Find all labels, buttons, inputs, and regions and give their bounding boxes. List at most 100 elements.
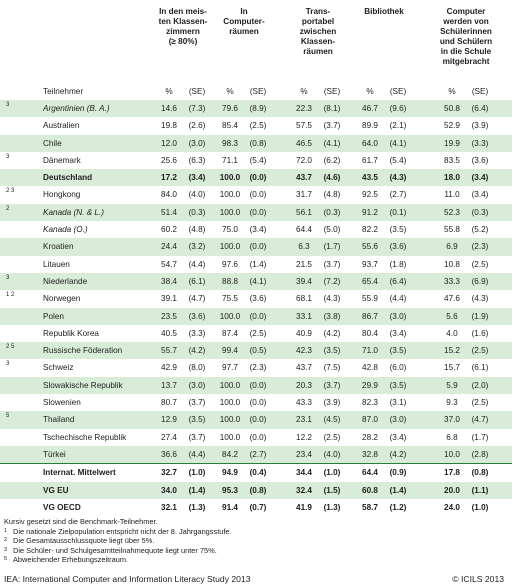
percent-cell: 65.4	[362, 276, 378, 286]
column-header-2: In Computer-räumen	[223, 7, 265, 36]
percent-cell: 43.3	[296, 398, 312, 408]
percent-cell: 11.0	[444, 190, 460, 200]
percent-cell: 97.6	[222, 259, 238, 269]
participant-name: Türkei	[43, 449, 66, 459]
table-row: Australien 19.8 (2.6) 85.4 (2.5) 57.5 (3.7) 89.…	[0, 117, 512, 134]
table-row: Kroatien 24.4 (3.2) 100.0 (0.0) 6.3 (1.7) 55.6 (…	[0, 238, 512, 256]
percent-cell: 9.3	[446, 398, 458, 408]
se-cell: (4.4)	[188, 449, 206, 459]
percent-cell: 38.4	[161, 276, 177, 286]
table-row: Türkei 36.6 (4.4) 84.2 (2.7) 23.4 (4.0) 32.8 (4.…	[0, 445, 512, 464]
participant-name: Schweiz	[43, 363, 74, 373]
percent-cell: 29.9	[362, 380, 378, 390]
se-cell: (0.8)	[249, 485, 267, 495]
percent-cell: 60.2	[161, 225, 177, 235]
percent-cell: 79.6	[222, 104, 238, 113]
se-cell: (2.0)	[471, 380, 489, 390]
se-cell: (6.1)	[471, 363, 489, 373]
percent-cell: 32.8	[362, 449, 378, 459]
se-cell: (3.3)	[471, 138, 489, 148]
pct-label-2: %	[226, 87, 234, 96]
percent-cell: 19.9	[444, 138, 460, 148]
se-cell: (0.0)	[249, 190, 267, 200]
se-cell: (6.3)	[188, 155, 206, 165]
percent-cell: 24.0	[444, 502, 460, 512]
table-row: VG OECD 32.1 (1.3) 91.4 (0.7) 41.9 (1.3) 58.7 (1…	[0, 499, 512, 516]
percent-cell: 80.7	[161, 398, 177, 408]
percent-cell: 97.7	[222, 363, 238, 373]
percent-cell: 12.9	[161, 415, 177, 425]
se-cell: (3.6)	[188, 311, 206, 321]
se-cell: (4.8)	[323, 190, 341, 200]
percent-cell: 14.6	[161, 104, 177, 113]
table-row: Slowakische Republik 13.7 (3.0) 100.0 (0.0) 2…	[0, 376, 512, 395]
se-cell: (1.2)	[389, 502, 407, 512]
percent-cell: 34.0	[161, 485, 177, 495]
se-cell: (1.4)	[389, 485, 407, 495]
percent-cell: 55.6	[362, 242, 378, 252]
se-cell: (4.3)	[323, 294, 341, 304]
percent-cell: 12.0	[161, 138, 177, 148]
percent-cell: 100.0	[219, 311, 241, 321]
percent-cell: 15.7	[444, 363, 460, 373]
se-cell: (4.5)	[323, 415, 341, 425]
column-header-3: Trans-portabel zwischen Klassen-räumen	[299, 7, 337, 56]
percent-cell: 100.0	[219, 432, 241, 442]
se-cell: (2.5)	[471, 398, 489, 408]
percent-cell: 6.3	[298, 242, 310, 252]
participant-name: Dänemark	[43, 155, 81, 165]
se-cell: (3.4)	[471, 173, 489, 183]
percent-cell: 100.0	[219, 190, 241, 200]
pct-label-3: %	[300, 87, 308, 96]
percent-cell: 39.1	[161, 294, 177, 304]
participant-name: VG OECD	[43, 502, 81, 512]
percent-cell: 57.5	[296, 121, 312, 131]
se-cell: (1.1)	[471, 485, 489, 495]
percent-cell: 22.3	[296, 104, 312, 113]
percent-cell: 60.8	[362, 485, 378, 495]
se-cell: (3.6)	[249, 294, 267, 304]
se-cell: (1.9)	[471, 311, 489, 321]
se-cell: (4.7)	[188, 294, 206, 304]
se-label-4: (SE)	[389, 87, 407, 96]
percent-cell: 58.7	[362, 502, 378, 512]
percent-cell: 50.8	[444, 104, 460, 113]
se-cell: (3.9)	[471, 121, 489, 131]
percent-cell: 42.8	[362, 363, 378, 373]
percent-cell: 64.4	[362, 468, 378, 478]
table-row: 3 Schweiz 42.9 (8.0) 97.7 (2.3) 43.7 (7.5) 42.8 (…	[0, 359, 512, 376]
percent-cell: 99.4	[222, 346, 238, 356]
se-cell: (5.4)	[389, 155, 407, 165]
percent-cell: 19.8	[161, 121, 177, 131]
pct-label-1: %	[165, 87, 173, 96]
percent-cell: 31.7	[296, 190, 312, 200]
percent-cell: 10.8	[444, 259, 460, 269]
se-cell: (3.5)	[389, 346, 407, 356]
percent-cell: 6.9	[446, 242, 458, 252]
table-row: Slowenien 80.7 (3.7) 100.0 (0.0) 43.3 (3.9) 82.…	[0, 394, 512, 411]
percent-cell: 100.0	[219, 173, 241, 183]
se-cell: (1.8)	[389, 259, 407, 269]
se-cell: (3.2)	[188, 242, 206, 252]
percent-cell: 91.2	[362, 207, 378, 217]
table-row: 5 Thailand 12.9 (3.5) 100.0 (0.0) 23.1 (4.5) 87.…	[0, 411, 512, 429]
se-cell: (0.8)	[471, 468, 489, 478]
se-cell: (6.4)	[389, 276, 407, 286]
percent-cell: 91.4	[222, 502, 238, 512]
se-cell: (6.9)	[471, 276, 489, 286]
percent-cell: 83.5	[444, 155, 460, 165]
footnote-marker: 3	[6, 361, 10, 368]
percent-cell: 43.5	[362, 173, 378, 183]
se-cell: (3.1)	[389, 398, 407, 408]
se-cell: (1.6)	[471, 328, 489, 338]
percent-cell: 32.1	[161, 502, 177, 512]
table-row: Chile 12.0 (3.0) 98.3 (0.8) 46.5 (4.1) 64.0 (4.1…	[0, 134, 512, 152]
footnote-marker: 2 5	[6, 344, 15, 351]
participant-name: Republik Korea	[43, 328, 99, 338]
percent-cell: 43.7	[296, 173, 312, 183]
se-cell: (1.0)	[188, 468, 206, 478]
se-cell: (3.5)	[389, 225, 407, 235]
participant-name: Internat. Mittelwert	[43, 468, 116, 478]
se-cell: (4.4)	[389, 294, 407, 304]
source-note: IEA: International Computer and Informat…	[4, 574, 251, 584]
